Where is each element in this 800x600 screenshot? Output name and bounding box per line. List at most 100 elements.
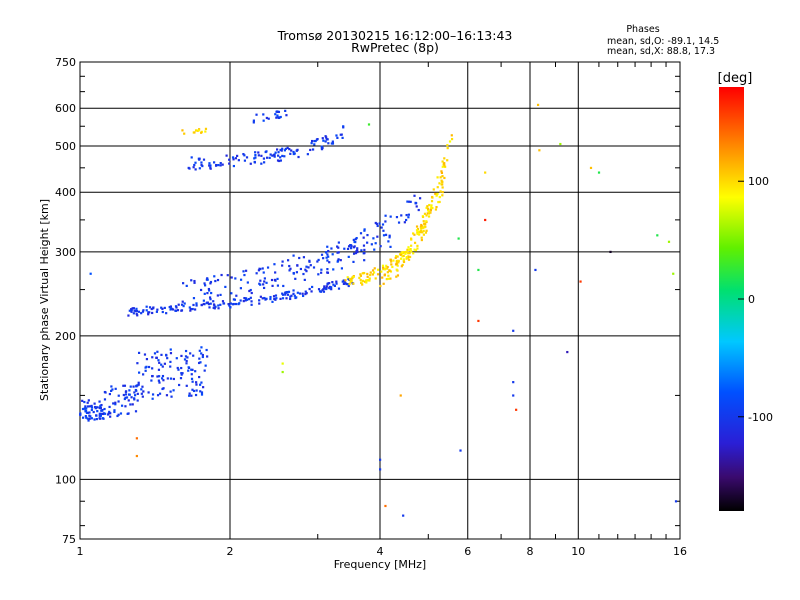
data-point — [181, 129, 184, 132]
data-point — [262, 283, 265, 286]
data-point — [98, 414, 101, 417]
data-point — [368, 279, 371, 282]
data-point — [325, 256, 328, 259]
data-point — [239, 287, 242, 290]
data-point — [103, 407, 106, 411]
data-point — [397, 261, 400, 264]
data-point — [206, 291, 209, 295]
data-point — [350, 279, 353, 282]
data-point — [233, 298, 237, 301]
data-point — [192, 166, 195, 169]
data-point — [281, 362, 284, 365]
data-point — [340, 267, 344, 270]
data-point — [147, 313, 150, 316]
data-point — [418, 233, 421, 236]
data-point — [382, 234, 386, 237]
data-point — [317, 273, 320, 276]
data-point — [413, 233, 416, 236]
data-point — [79, 412, 82, 415]
data-point — [389, 270, 393, 273]
data-point — [324, 251, 328, 254]
data-point — [363, 259, 366, 262]
data-point — [292, 289, 295, 292]
data-point — [369, 273, 372, 277]
data-point — [559, 142, 562, 146]
data-point — [114, 403, 117, 406]
data-point — [259, 279, 262, 282]
data-point — [336, 251, 339, 254]
data-point — [198, 375, 201, 379]
data-point — [237, 159, 240, 162]
data-point — [273, 263, 276, 266]
data-point — [212, 303, 216, 306]
data-point — [302, 272, 305, 276]
data-point — [279, 115, 282, 119]
data-point — [276, 114, 279, 117]
data-point — [281, 154, 284, 158]
data-point — [412, 232, 415, 235]
data-point — [89, 272, 92, 275]
data-point — [295, 149, 299, 152]
data-point — [249, 162, 252, 165]
data-point — [273, 297, 276, 300]
data-point — [363, 251, 366, 255]
data-point — [301, 292, 304, 295]
data-point — [360, 281, 363, 284]
data-point — [286, 259, 290, 262]
data-point — [200, 346, 203, 349]
data-point — [220, 273, 223, 277]
data-point — [390, 260, 393, 263]
data-point — [180, 303, 184, 306]
data-point — [407, 246, 410, 249]
data-point — [259, 295, 262, 298]
data-point — [199, 390, 202, 393]
data-point — [258, 282, 261, 285]
data-point — [183, 302, 186, 305]
data-point — [667, 240, 671, 243]
data-point — [329, 287, 332, 290]
data-point — [372, 237, 375, 240]
data-point — [208, 306, 211, 309]
data-point — [363, 229, 366, 232]
data-point — [399, 257, 403, 260]
data-point — [405, 213, 408, 217]
data-point — [395, 268, 398, 271]
data-point — [120, 404, 124, 407]
data-point — [413, 248, 416, 251]
data-point — [127, 399, 130, 402]
data-point — [123, 397, 126, 401]
data-point — [95, 414, 98, 417]
data-point — [133, 391, 136, 394]
data-point — [263, 277, 266, 280]
data-point — [193, 279, 196, 283]
data-point — [289, 297, 292, 301]
data-point — [270, 278, 274, 282]
data-point — [412, 252, 415, 255]
data-point — [365, 279, 368, 282]
data-point — [326, 259, 329, 262]
data-point — [566, 350, 569, 354]
data-point — [366, 233, 369, 237]
data-point — [441, 186, 444, 189]
data-point — [417, 230, 421, 233]
data-point — [252, 121, 255, 124]
data-point — [313, 139, 316, 143]
data-point — [381, 276, 384, 279]
data-point — [134, 410, 138, 413]
data-points — [79, 103, 678, 517]
data-point — [415, 229, 419, 232]
data-point — [277, 151, 280, 154]
data-point — [346, 247, 350, 251]
data-point — [396, 259, 400, 263]
data-point — [142, 309, 145, 312]
data-point — [389, 258, 392, 261]
data-point — [209, 280, 213, 284]
data-point — [263, 296, 266, 300]
data-point — [190, 156, 193, 159]
data-point — [117, 413, 120, 416]
data-point — [100, 412, 103, 415]
data-point — [161, 387, 164, 391]
data-point — [352, 252, 356, 255]
data-point — [155, 356, 158, 359]
